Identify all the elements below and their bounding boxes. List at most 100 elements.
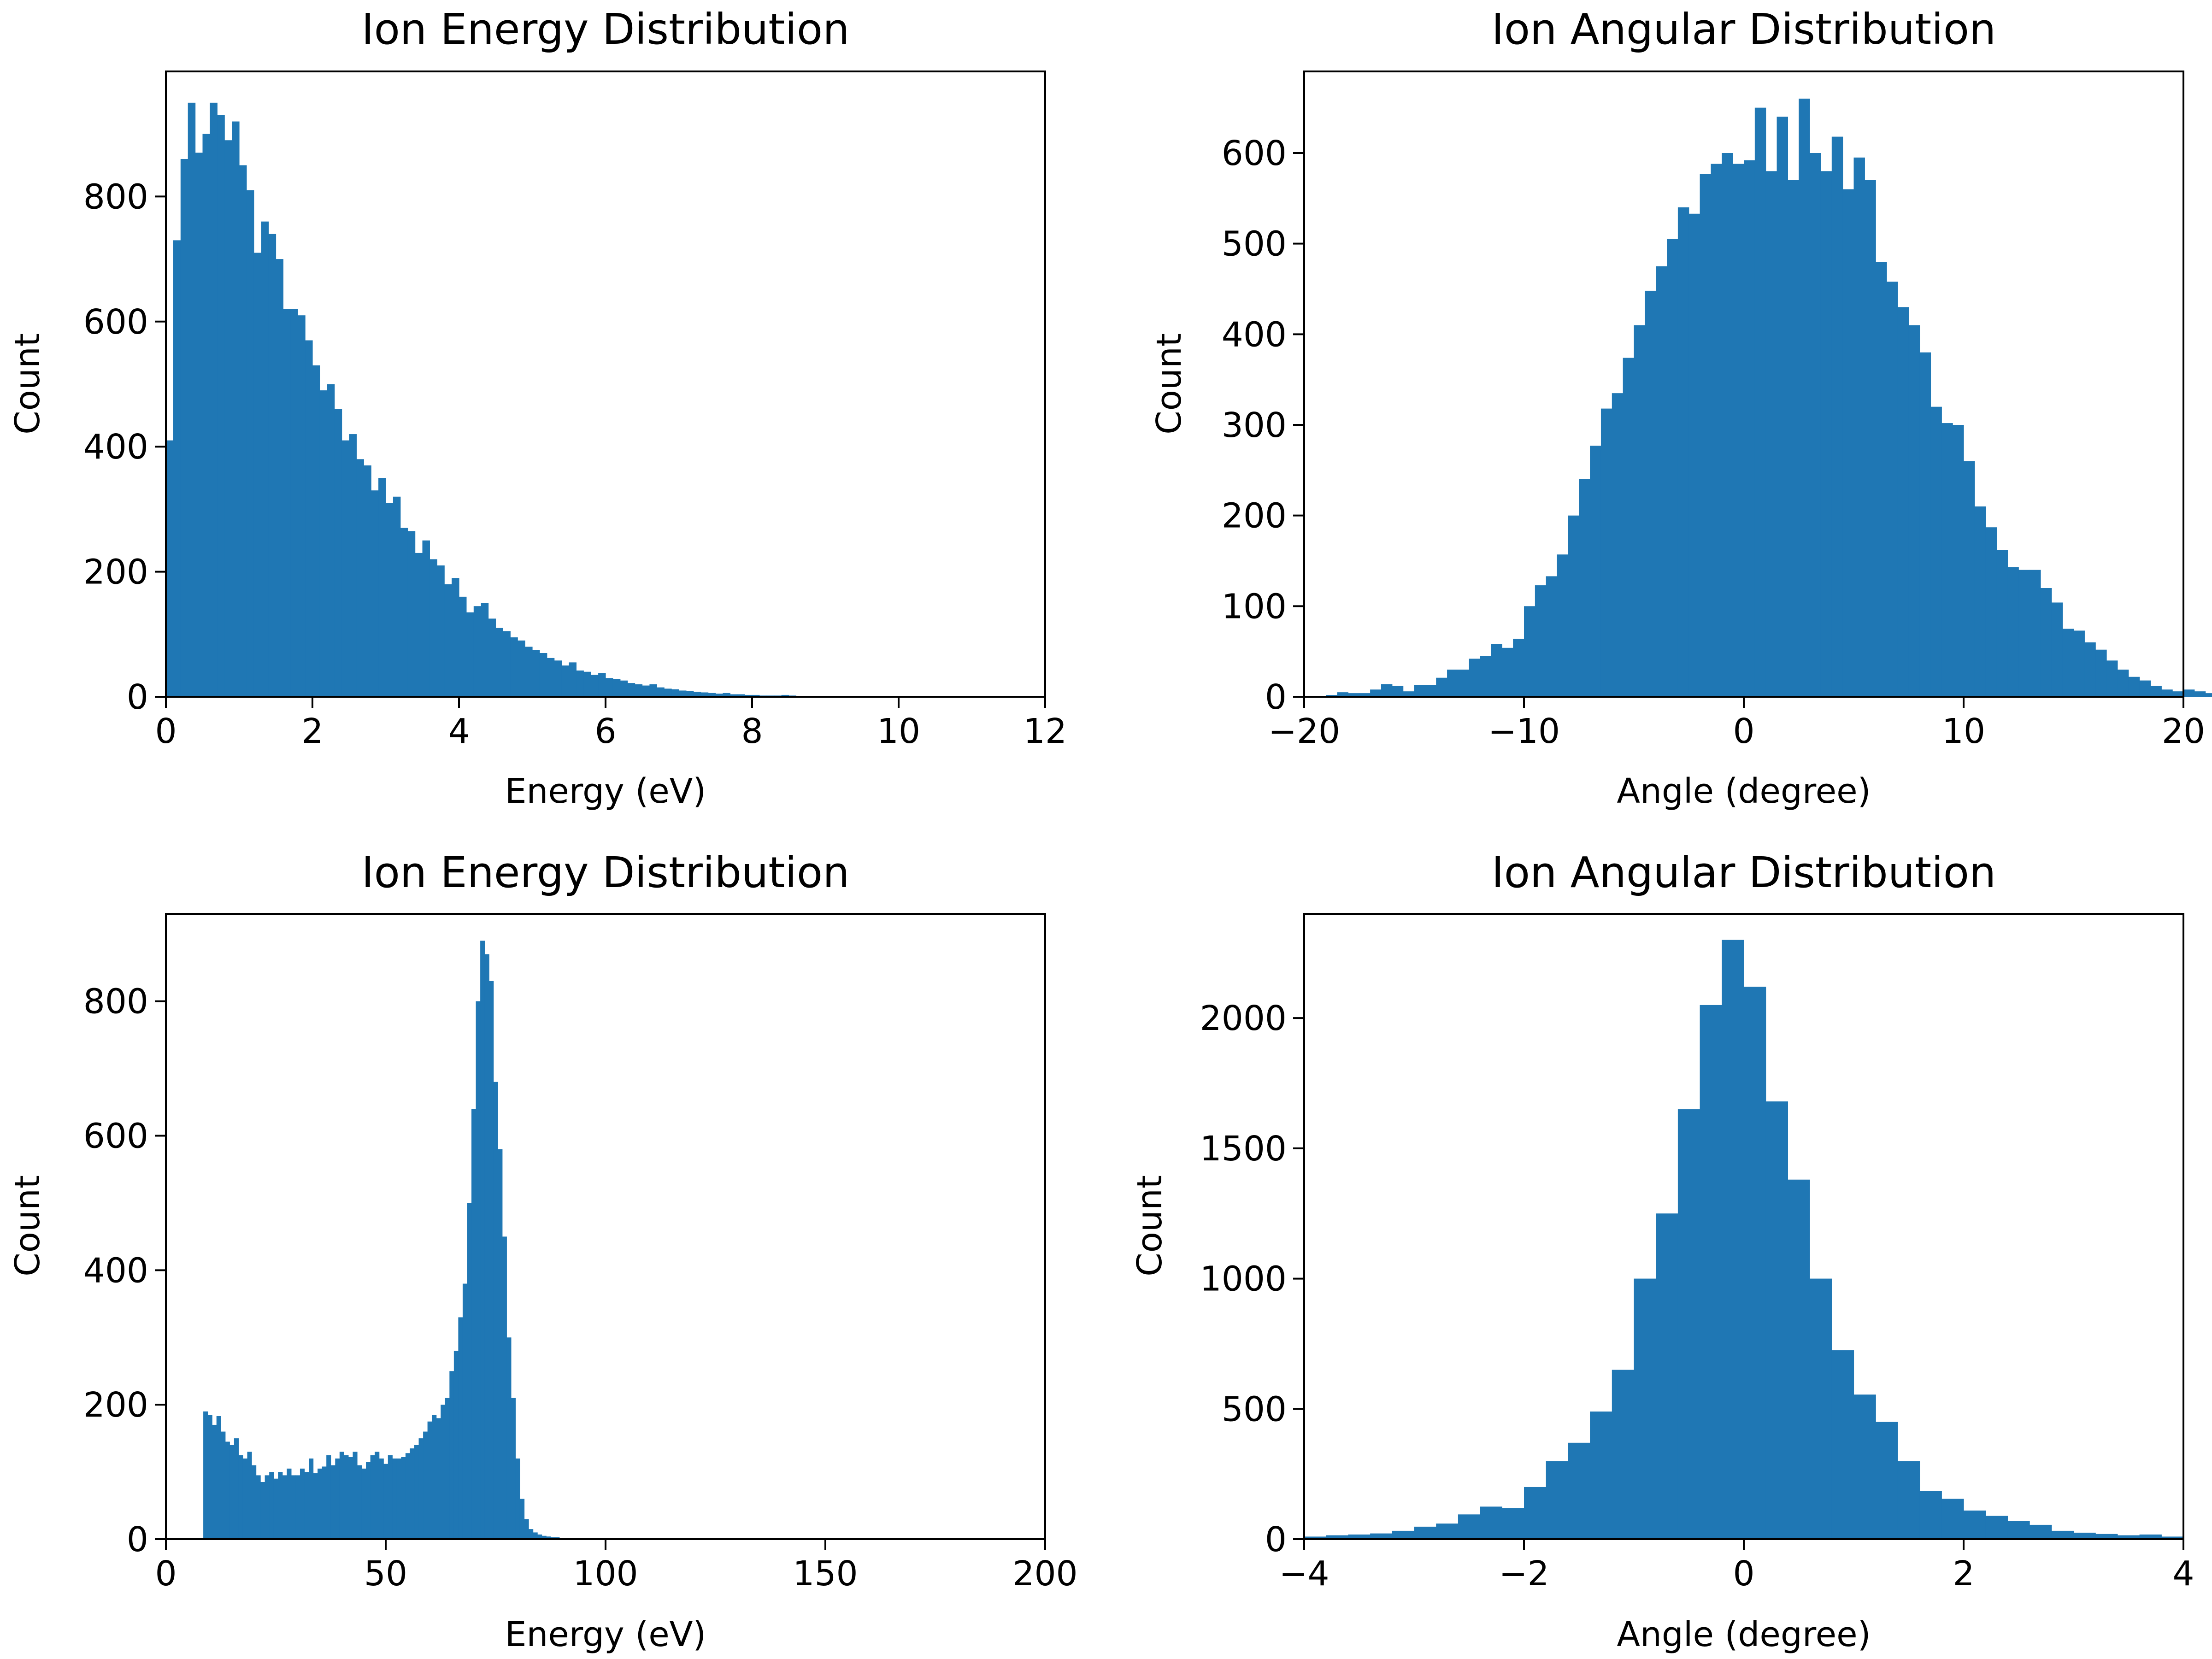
- histogram-bar: [532, 650, 540, 697]
- histogram-bar: [539, 653, 547, 697]
- histogram-bar: [686, 691, 694, 697]
- histogram-bar: [1546, 1461, 1568, 1540]
- histogram-bar: [1600, 408, 1612, 697]
- histogram-bar: [1744, 987, 1766, 1539]
- histogram-bar: [550, 1537, 555, 1539]
- histogram-bar: [1348, 693, 1359, 697]
- chart-title: Ion Energy Distribution: [361, 848, 849, 897]
- histogram-bar: [1634, 1278, 1656, 1539]
- histogram-bar: [2062, 629, 2074, 697]
- histogram-bar: [547, 658, 555, 697]
- histogram-bar: [1722, 940, 1744, 1539]
- histogram-bar: [234, 1438, 239, 1539]
- histogram-bar: [1304, 1536, 1327, 1539]
- x-ticks: −4 −2 0 2 4: [1279, 1539, 2194, 1594]
- histogram-bar: [1941, 1499, 1964, 1539]
- histogram-bar: [1370, 689, 1382, 697]
- x-axis-label: Energy (eV): [505, 1615, 706, 1654]
- histogram-bar: [261, 221, 269, 697]
- y-ticks: 0 100 200 300 400 500 600: [1222, 134, 1304, 717]
- histogram-bar: [1656, 1213, 1678, 1539]
- histogram-bar: [1579, 479, 1590, 697]
- histogram-bar: [188, 102, 196, 697]
- histogram-bar: [1337, 692, 1348, 697]
- y-tick-label: 200: [1222, 496, 1287, 536]
- histogram-bar: [1480, 656, 1492, 697]
- histogram-bar: [1953, 425, 1964, 697]
- histogram-bar: [1513, 639, 1524, 697]
- histogram-bar: [327, 384, 335, 697]
- histogram-bar: [1865, 180, 1876, 697]
- histogram-bar: [334, 409, 342, 697]
- histogram-bar: [265, 1475, 270, 1539]
- histogram-bar: [1919, 1491, 1942, 1539]
- histogram-bar: [459, 596, 467, 697]
- histogram-bar: [693, 692, 701, 697]
- histogram-bar: [422, 540, 430, 697]
- histogram-bar: [1897, 307, 1909, 697]
- histogram-bar: [290, 309, 298, 697]
- histogram-bar: [2139, 680, 2151, 697]
- y-tick-label: 400: [83, 427, 148, 467]
- histogram-bar: [238, 1455, 243, 1539]
- histogram-bar: [1491, 644, 1502, 697]
- histogram-bar: [518, 640, 525, 697]
- histogram-bar: [253, 253, 262, 697]
- y-tick-label: 100: [1222, 587, 1287, 626]
- y-tick-label: 0: [1265, 677, 1287, 717]
- histogram-bar: [366, 1462, 371, 1539]
- x-tick-label: 50: [364, 1554, 407, 1594]
- histogram-bar: [260, 1482, 265, 1539]
- bars: [203, 941, 564, 1539]
- histogram-bar: [305, 340, 313, 697]
- histogram-bar: [591, 675, 599, 697]
- histogram-bar: [679, 690, 687, 697]
- x-ticks: 0 50 100 150 200: [155, 1539, 1078, 1594]
- histogram-bar: [379, 1458, 384, 1539]
- y-tick-label: 500: [1222, 224, 1287, 264]
- panel-energy-bottom: Ion Energy Distribution 0 50 100 150 200 0 20…: [8, 848, 1078, 1654]
- histogram-bar: [287, 1468, 292, 1539]
- histogram-bar: [495, 628, 503, 697]
- histogram-bar: [1458, 670, 1470, 697]
- histogram-bar: [1754, 107, 1766, 697]
- histogram-bar: [493, 1082, 498, 1539]
- histogram-bar: [1458, 1514, 1481, 1539]
- histogram-bar: [2139, 1534, 2162, 1539]
- histogram-bar: [649, 684, 657, 697]
- histogram-bar: [1974, 506, 1986, 697]
- histogram-bar: [561, 665, 570, 697]
- histogram-bar: [657, 687, 665, 697]
- histogram-bar: [1535, 585, 1547, 697]
- histogram-bar: [344, 1455, 349, 1539]
- histogram-bar: [2117, 1535, 2140, 1539]
- histogram-bar: [554, 660, 562, 697]
- histogram-bar: [458, 1317, 463, 1539]
- histogram-bar: [1557, 554, 1568, 697]
- x-tick-label: 10: [1942, 712, 1985, 751]
- x-tick-label: −10: [1488, 712, 1560, 751]
- histogram-bar: [462, 1283, 468, 1539]
- histogram-bar: [1612, 393, 1624, 697]
- x-axis-label: Angle (degree): [1617, 771, 1871, 811]
- histogram-bar: [1765, 171, 1777, 697]
- histogram-bar: [1831, 1350, 1854, 1539]
- histogram-bar: [2073, 1532, 2096, 1539]
- histogram-bar: [476, 1001, 481, 1539]
- histogram-bar: [1820, 171, 1832, 697]
- histogram-bar: [1568, 1442, 1590, 1539]
- y-tick-label: 300: [1222, 406, 1287, 445]
- histogram-bar: [436, 1418, 441, 1539]
- histogram-bar: [1546, 576, 1558, 697]
- histogram-bar: [1853, 1394, 1876, 1539]
- histogram-bar: [364, 465, 371, 697]
- histogram-bar: [671, 689, 679, 697]
- histogram-bar: [1326, 1535, 1348, 1539]
- y-tick-label: 400: [83, 1251, 148, 1290]
- histogram-bar: [273, 1478, 278, 1539]
- histogram-bar: [304, 1472, 309, 1539]
- histogram-bar: [393, 496, 401, 697]
- histogram-bar: [225, 1441, 230, 1539]
